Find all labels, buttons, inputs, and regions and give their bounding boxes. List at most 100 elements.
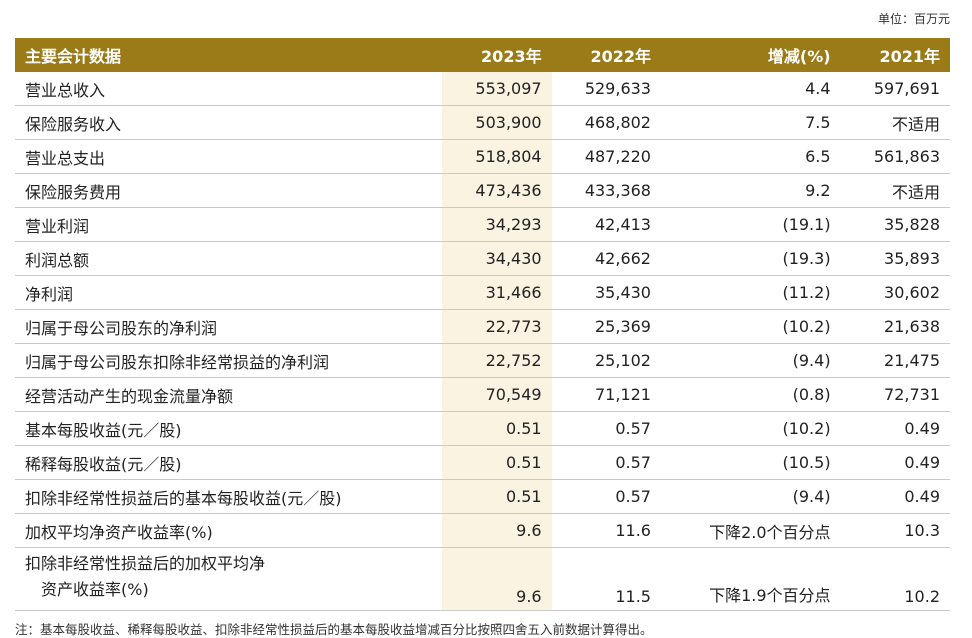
table-row: 加权平均净资产收益率(%) 9.6 11.6 下降2.0个百分点 10.3 (15, 513, 950, 548)
header-cell: 2021年 (840, 38, 950, 72)
table-row: 扣除非经常性损益后的基本每股收益(元／股) 0.51 0.57 (9.4) 0.49 (15, 479, 950, 514)
value-cell: 0.51 (442, 445, 552, 480)
value-cell: 30,602 (840, 275, 950, 310)
value-cell: (11.2) (660, 275, 841, 310)
row-label-line: 利润总额 (25, 250, 90, 270)
row-label: 营业利润 (15, 207, 443, 242)
value-cell: 71,121 (551, 377, 661, 412)
value-cell: 0.51 (442, 411, 552, 446)
value-cell: 0.49 (840, 445, 950, 480)
value-cell: 70,549 (442, 377, 552, 412)
value-cell: 11.5 (551, 547, 661, 611)
table-row: 营业总收入 553,097 529,633 4.4 597,691 (15, 72, 950, 106)
value-cell: 下降1.9个百分点 (660, 547, 841, 611)
row-label: 保险服务收入 (15, 105, 443, 140)
row-label: 营业总支出 (15, 139, 443, 174)
value-cell: 9.6 (442, 547, 552, 611)
unit-label: 单位：百万元 (877, 12, 950, 26)
value-cell: 10.3 (840, 513, 950, 548)
row-label-line: 资产收益率(%) (41, 580, 149, 599)
header-row: 主要会计数据 2023年 2022年 增减(%) 2021年 (15, 38, 950, 72)
value-cell: 9.6 (442, 513, 552, 548)
row-label: 保险服务费用 (15, 173, 443, 208)
table-row: 保险服务收入 503,900 468,802 7.5 不适用 (15, 105, 950, 140)
value-cell: 487,220 (551, 139, 661, 174)
value-cell: (9.4) (660, 343, 841, 378)
value-cell: (10.5) (660, 445, 841, 480)
row-label-line: 归属于母公司股东扣除非经常损益的净利润 (25, 352, 330, 372)
value-cell: 0.51 (442, 479, 552, 514)
row-label-line: 扣除非经常性损益后的加权平均净 (25, 554, 266, 573)
row-label-line: 扣除非经常性损益后的基本每股收益(元／股) (25, 488, 342, 508)
value-cell: 25,369 (551, 309, 661, 344)
value-cell: (10.2) (660, 309, 841, 344)
table-row: 归属于母公司股东的净利润 22,773 25,369 (10.2) 21,638 (15, 309, 950, 344)
value-cell: (0.8) (660, 377, 841, 412)
value-cell: (9.4) (660, 479, 841, 514)
value-cell: 31,466 (442, 275, 552, 310)
value-cell: (10.2) (660, 411, 841, 446)
row-label-line: 保险服务收入 (25, 114, 122, 134)
row-label: 净利润 (15, 275, 443, 310)
row-label: 营业总收入 (15, 72, 443, 106)
row-label: 利润总额 (15, 241, 443, 276)
value-cell: 11.6 (551, 513, 661, 548)
value-cell: 25,102 (551, 343, 661, 378)
value-cell: 42,662 (551, 241, 661, 276)
table-row: 净利润 31,466 35,430 (11.2) 30,602 (15, 275, 950, 310)
value-cell: 7.5 (660, 105, 841, 140)
table-row: 归属于母公司股东扣除非经常损益的净利润 22,752 25,102 (9.4) 21,4… (15, 343, 950, 378)
value-cell: 22,752 (442, 343, 552, 378)
table-row: 营业利润 34,293 42,413 (19.1) 35,828 (15, 207, 950, 242)
table-row: 稀释每股收益(元／股) 0.51 0.57 (10.5) 0.49 (15, 445, 950, 480)
value-cell: 9.2 (660, 173, 841, 208)
row-label-line: 加权平均净资产收益率(%) (25, 522, 213, 542)
row-label-line: 营业总支出 (25, 148, 106, 168)
value-cell: 553,097 (442, 72, 552, 106)
value-cell: 468,802 (551, 105, 661, 140)
value-cell: 597,691 (840, 72, 950, 106)
row-label-line: 营业利润 (25, 216, 90, 236)
value-cell: 0.57 (551, 411, 661, 446)
table-body: 营业总收入 553,097 529,633 4.4 597,691 保险服务收入 503,9… (15, 72, 950, 611)
row-label: 经营活动产生的现金流量净额 (15, 377, 443, 412)
value-cell: 4.4 (660, 72, 841, 106)
row-label: 扣除非经常性损益后的基本每股收益(元／股) (15, 479, 443, 514)
table-row: 经营活动产生的现金流量净额 70,549 71,121 (0.8) 72,731 (15, 377, 950, 412)
row-label: 归属于母公司股东扣除非经常损益的净利润 (15, 343, 443, 378)
value-cell: 433,368 (551, 173, 661, 208)
value-cell: 72,731 (840, 377, 950, 412)
row-label-line: 稀释每股收益(元／股) (25, 454, 182, 474)
table-row: 扣除非经常性损益后的加权平均净 资产收益率(%) 9.6 11.5 下降1.9个百分点 1… (15, 547, 950, 611)
value-cell: 不适用 (840, 173, 950, 208)
value-cell: 6.5 (660, 139, 841, 174)
table-row: 保险服务费用 473,436 433,368 9.2 不适用 (15, 173, 950, 208)
value-cell: 42,413 (551, 207, 661, 242)
value-cell: 561,863 (840, 139, 950, 174)
row-label-line: 基本每股收益(元／股) (25, 420, 182, 440)
value-cell: 34,430 (442, 241, 552, 276)
header-cell: 主要会计数据 (15, 38, 443, 72)
value-cell: 0.49 (840, 411, 950, 446)
row-label: 基本每股收益(元／股) (15, 411, 443, 446)
data-table: 主要会计数据 2023年 2022年 增减(%) 2021年 营业总收入 553,097 5… (15, 38, 950, 611)
value-cell: 21,475 (840, 343, 950, 378)
value-cell: 0.57 (551, 479, 661, 514)
value-cell: 35,893 (840, 241, 950, 276)
value-cell: (19.1) (660, 207, 841, 242)
value-cell: 529,633 (551, 72, 661, 106)
value-cell: 0.49 (840, 479, 950, 514)
header-cell: 增减(%) (660, 38, 841, 72)
row-label-line: 净利润 (25, 284, 74, 304)
value-cell: (19.3) (660, 241, 841, 276)
row-label: 稀释每股收益(元／股) (15, 445, 443, 480)
value-cell: 473,436 (442, 173, 552, 208)
value-cell: 503,900 (442, 105, 552, 140)
header-cell: 2023年 (442, 38, 552, 72)
row-label-line: 经营活动产生的现金流量净额 (25, 386, 234, 406)
value-cell: 35,430 (551, 275, 661, 310)
row-label: 归属于母公司股东的净利润 (15, 309, 443, 344)
value-cell: 35,828 (840, 207, 950, 242)
value-cell: 下降2.0个百分点 (660, 513, 841, 548)
